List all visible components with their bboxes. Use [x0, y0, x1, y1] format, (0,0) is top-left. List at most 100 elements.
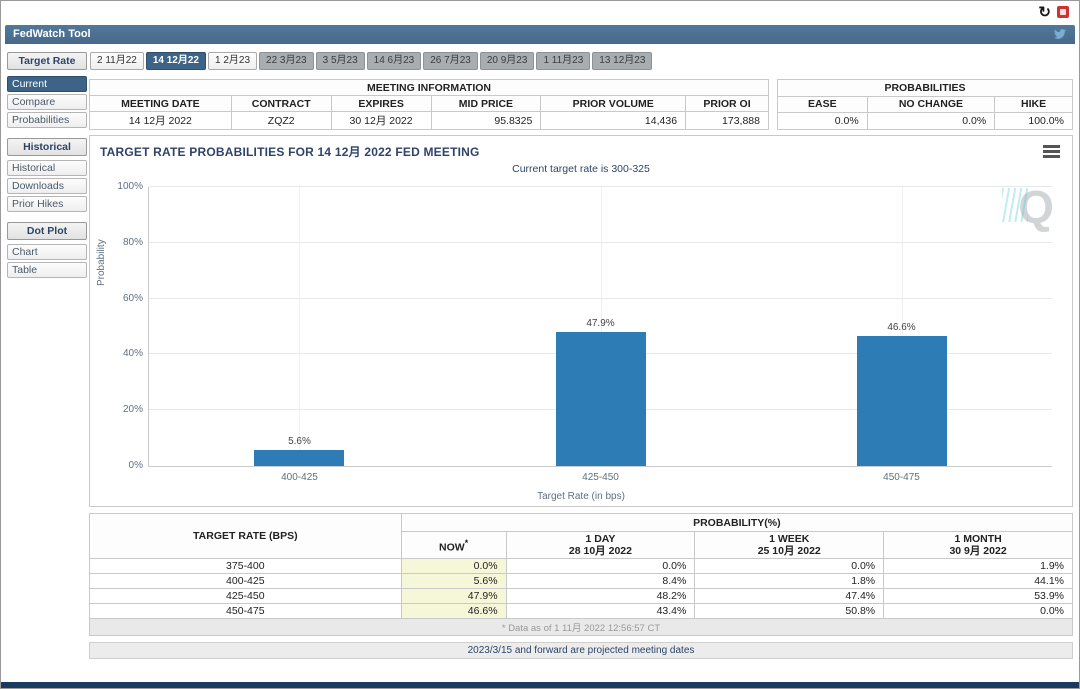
rate-range: 425-450: [89, 588, 402, 604]
now-asterisk: *: [464, 537, 469, 548]
week-label: 1 WEEK: [769, 533, 810, 545]
alert-badge-icon[interactable]: [1057, 6, 1069, 18]
bar-425-450[interactable]: [555, 332, 646, 466]
chart-title: TARGET RATE PROBABILITIES FOR 14 12月 202…: [100, 145, 480, 159]
expires-value: 30 12月 2022: [330, 111, 432, 130]
no-change-value: 0.0%: [866, 112, 996, 130]
probabilities-summary-table: PROBABILITIES EASE NO CHANGE HIKE 0.0% 0…: [777, 79, 1073, 130]
day-value: 0.0%: [505, 558, 696, 574]
sidebar-item-compare[interactable]: Compare: [7, 94, 87, 110]
y-axis-tick-label: 60%: [122, 292, 143, 304]
x-axis-title: Target Rate (in bps): [537, 491, 625, 502]
sidebar-item-probabilities[interactable]: Probabilities: [7, 112, 87, 128]
now-value: 0.0%: [400, 558, 507, 574]
bottom-accent-bar: [1, 682, 1079, 688]
sidebar: Current Compare Probabilities Historical…: [7, 76, 87, 280]
probabilities-title: PROBABILITIES: [777, 79, 1073, 97]
probability-detail-table: TARGET RATE (BPS) PROBABILITY(%) NOW* 1 …: [89, 513, 1074, 636]
table-footnote-row: * Data as of 1 11月 2022 12:56:57 CT: [89, 618, 1073, 636]
mid-price-value: 95.8325: [430, 111, 542, 130]
tab-meeting-3[interactable]: 22 3月23: [259, 52, 314, 70]
now-label: NOW: [439, 541, 465, 554]
y-axis-tick-label: 100%: [117, 181, 143, 192]
meeting-information-table: MEETING INFORMATION MEETING DATE CONTRAC…: [89, 79, 769, 130]
rate-range: 375-400: [89, 558, 402, 574]
sidebar-header-historical: Historical: [7, 138, 87, 156]
tab-meeting-6[interactable]: 26 7月23: [423, 52, 478, 70]
main-content: MEETING INFORMATION MEETING DATE CONTRAC…: [89, 79, 1074, 659]
info-row: MEETING INFORMATION MEETING DATE CONTRAC…: [89, 79, 1073, 130]
meeting-information-title: MEETING INFORMATION: [89, 79, 769, 96]
tab-meeting-4[interactable]: 3 5月23: [315, 52, 365, 70]
col-1-month: 1 MONTH 30 9月 2022: [883, 531, 1073, 559]
col-contract: CONTRACT: [230, 95, 332, 112]
tab-meeting-8[interactable]: 1 11月23: [536, 52, 591, 70]
week-value: 0.0%: [694, 558, 885, 574]
sidebar-item-historical[interactable]: Historical: [7, 160, 87, 176]
meeting-tabs: 2 11月22 14 12月22 1 2月23 22 3月23 3 5月23 1…: [90, 52, 653, 72]
ease-value: 0.0%: [777, 112, 868, 130]
month-value: 44.1%: [883, 573, 1073, 589]
day-value: 8.4%: [505, 573, 696, 589]
now-value: 46.6%: [400, 603, 507, 619]
sidebar-item-chart[interactable]: Chart: [7, 244, 87, 260]
month-label: 1 MONTH: [954, 533, 1002, 545]
bar-450-475[interactable]: [856, 336, 947, 466]
tab-meeting-1[interactable]: 14 12月22: [145, 52, 206, 70]
chart-plot: 0% 20% 40% 60% 80% 100% 5.6% 400-425 47.9% 425-45…: [117, 181, 1052, 483]
corner-header: TARGET RATE (BPS): [89, 513, 402, 559]
tab-meeting-5[interactable]: 14 6月23: [366, 52, 422, 70]
prior-volume-value: 14,436: [540, 111, 687, 130]
chart-menu-icon[interactable]: [1043, 145, 1060, 160]
rate-range: 400-425: [89, 573, 402, 589]
col-mid-price: MID PRICE: [430, 95, 542, 112]
meeting-tab-row: Target Rate 2 11月22 14 12月22 1 2月23 22 3…: [7, 52, 1073, 72]
col-no-change: NO CHANGE: [866, 95, 996, 114]
table-row: 400-425 5.6% 8.4% 1.8% 44.1%: [89, 573, 1073, 589]
now-value: 47.9%: [400, 588, 507, 604]
y-axis-tick-label: 0%: [128, 460, 143, 471]
y-axis-tick-label: 40%: [122, 348, 143, 360]
y-axis-title: Probability: [96, 239, 107, 286]
gridline: [299, 187, 301, 466]
meeting-date-value: 14 12月 2022: [89, 111, 232, 130]
week-value: 50.8%: [694, 603, 885, 619]
day-value: 43.4%: [505, 603, 696, 619]
month-value: 53.9%: [883, 588, 1073, 604]
bar-value-label: 47.9%: [586, 318, 615, 330]
week-value: 47.4%: [694, 588, 885, 604]
sidebar-item-table[interactable]: Table: [7, 262, 87, 278]
day-label: 1 DAY: [585, 533, 616, 545]
x-axis-tick-label: 400-425: [281, 472, 318, 483]
y-axis-tick-label: 80%: [122, 236, 143, 248]
table-row: 425-450 47.9% 48.2% 47.4% 53.9%: [89, 588, 1073, 604]
month-value: 1.9%: [883, 558, 1073, 574]
col-prior-volume: PRIOR VOLUME: [540, 95, 687, 112]
y-axis-tick-label: 20%: [122, 404, 143, 416]
twitter-icon[interactable]: [1053, 28, 1067, 40]
tab-meeting-0[interactable]: 2 11月22: [90, 52, 144, 70]
now-value: 5.6%: [400, 573, 507, 589]
gridline: [901, 187, 903, 466]
hike-value: 100.0%: [994, 112, 1073, 130]
col-meeting-date: MEETING DATE: [89, 95, 232, 112]
projected-meetings-note: 2023/3/15 and forward are projected meet…: [89, 642, 1073, 659]
sidebar-item-prior-hikes[interactable]: Prior Hikes: [7, 196, 87, 212]
gridline: [149, 186, 1052, 187]
tab-meeting-7[interactable]: 20 9月23: [479, 52, 535, 70]
col-1-day: 1 DAY 28 10月 2022: [505, 531, 696, 559]
x-axis-tick-label: 425-450: [582, 472, 619, 483]
bar-400-425[interactable]: [254, 450, 345, 466]
tab-meeting-2[interactable]: 1 2月23: [208, 52, 258, 70]
bar-value-label: 5.6%: [288, 436, 311, 448]
sidebar-item-current[interactable]: Current: [7, 76, 87, 92]
col-1-week: 1 WEEK 25 10月 2022: [694, 531, 885, 559]
month-value: 0.0%: [883, 603, 1073, 619]
col-expires: EXPIRES: [330, 95, 432, 112]
gridline: [600, 187, 602, 466]
month-date: 30 9月 2022: [949, 545, 1007, 557]
refresh-icon[interactable]: ↻: [1038, 4, 1051, 21]
chart-subtitle: Current target rate is 300-325: [512, 163, 650, 175]
sidebar-item-downloads[interactable]: Downloads: [7, 178, 87, 194]
tab-meeting-9[interactable]: 13 12月23: [592, 52, 653, 70]
